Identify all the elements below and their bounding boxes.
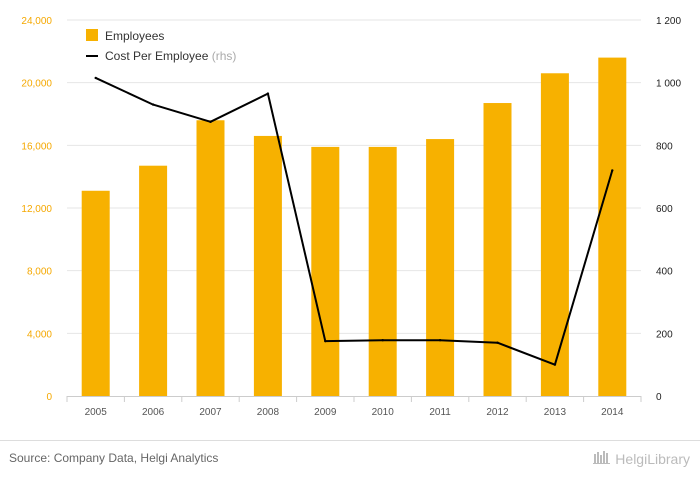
bar-employees [540, 73, 569, 397]
brand-name: HelgiLibrary [615, 450, 690, 467]
x-axis-tick-label: 2011 [429, 407, 451, 418]
line-cost-per-employee [95, 77, 614, 366]
left-axis-tick-label: 12,000 [21, 204, 52, 215]
right-axis-tick-label: 0 [656, 392, 662, 403]
cost-line [94, 76, 614, 366]
x-axis-tick-label: 2009 [314, 407, 337, 418]
left-axis-tick-label: 8,000 [27, 267, 52, 278]
right-axis-tick-label: 400 [656, 267, 673, 278]
x-axis-tick-label: 2006 [142, 407, 165, 418]
point-cost-per-employee [94, 76, 97, 80]
point-cost-per-employee [151, 103, 155, 106]
right-axis-tick-label: 600 [656, 204, 673, 215]
right-axis-tick-label: 1 000 [656, 79, 681, 90]
brand-logo[interactable]: HelgiLibrary [593, 450, 690, 467]
x-axis-tick-label: 2013 [544, 407, 567, 418]
legend-label-cost: Cost Per Employee (rhs) [105, 49, 236, 63]
x-axis-tick-label: 2007 [199, 407, 222, 418]
x-axis-tick-label: 2005 [85, 407, 108, 418]
point-cost-per-employee [324, 339, 327, 343]
x-axis-tick-label: 2010 [372, 407, 395, 418]
left-axis-tick-label: 24,000 [21, 16, 52, 27]
library-icon [593, 450, 611, 467]
right-axis-tick-label: 800 [656, 141, 673, 152]
left-axis-tick-label: 16,000 [21, 141, 52, 152]
x-axis-tick-label: 2008 [257, 407, 280, 418]
point-cost-per-employee [438, 339, 442, 342]
bar-employees [253, 135, 282, 396]
legend-cost-name: Cost Per Employee [105, 49, 209, 63]
bar-employees [311, 146, 340, 396]
bar-employees [196, 120, 225, 397]
right-axis-tick-label: 1 200 [656, 16, 681, 27]
point-cost-per-employee [496, 341, 499, 344]
right-axis-tick-label: 200 [656, 329, 673, 340]
point-cost-per-employee [381, 339, 384, 342]
bar-employees [139, 165, 168, 396]
footer-divider [0, 440, 700, 441]
chart: 0 0 4,000 200 8,000 400 12,000 600 16,000 800 20,0… [21, 16, 681, 418]
employee-bars [81, 57, 627, 397]
x-axis-tick-label: 2012 [486, 407, 509, 418]
bar-employees [598, 57, 627, 396]
bar-employees [426, 139, 455, 397]
point-cost-per-employee [209, 120, 212, 124]
point-cost-per-employee [266, 92, 270, 95]
left-axis-tick-label: 4,000 [27, 329, 52, 340]
axes: 0 0 4,000 200 8,000 400 12,000 600 16,000 800 20,0… [21, 16, 681, 418]
left-axis-tick-label: 20,000 [21, 79, 52, 90]
point-cost-per-employee [611, 169, 614, 172]
point-cost-per-employee [553, 363, 557, 366]
x-axis-tick-label: 2014 [601, 407, 624, 418]
source-text: Source: Company Data, Helgi Analytics [9, 451, 219, 465]
legend-label-employees: Employees [105, 29, 164, 43]
legend: Employees Cost Per Employee (rhs) [86, 29, 236, 63]
bar-employees [81, 190, 110, 396]
legend-rhs-note: (rhs) [212, 49, 237, 63]
legend-swatch-employees [86, 29, 98, 41]
bar-employees [483, 103, 512, 397]
left-axis-tick-label: 0 [46, 392, 52, 403]
bar-employees [368, 146, 397, 396]
